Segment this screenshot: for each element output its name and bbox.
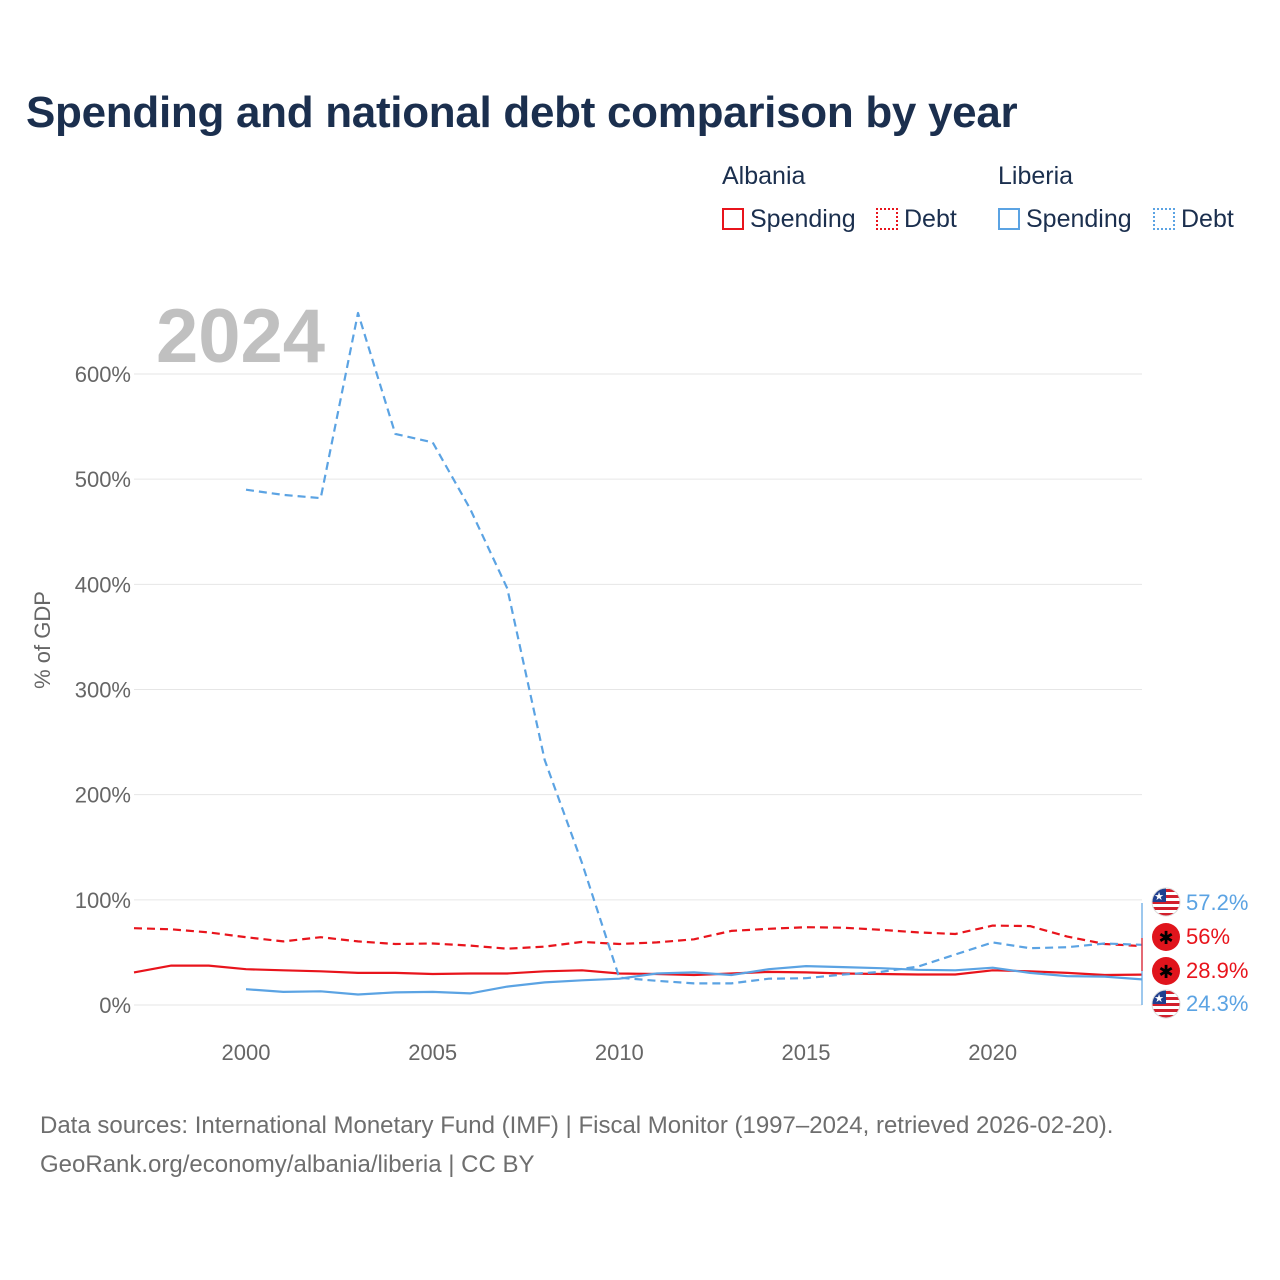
y-tick-label: 400% [75,572,131,597]
flag-liberia-icon: ★ [1151,887,1181,917]
svg-text:✱: ✱ [1158,962,1173,982]
legend-label: Spending [1026,204,1132,233]
end-label-liberia-debt: 57.2% [1186,890,1248,915]
footer-attribution: GeoRank.org/economy/albania/liberia | CC… [40,1151,535,1178]
y-axis-title: % of GDP [30,591,55,689]
end-label-albania-spending: 28.9% [1186,958,1248,983]
svg-text:★: ★ [1154,891,1164,903]
year-overlay: 2024 [156,294,325,379]
y-tick-label: 300% [75,678,131,703]
series-line-liberia-spending [245,964,1143,996]
y-tick-label: 200% [75,783,131,808]
series-line-albania-spending [133,964,1143,977]
legend-swatch-dotted-icon [1153,208,1175,230]
chart-title: Spending and national debt comparison by… [26,88,1018,137]
legend-swatch-dotted-icon [876,208,898,230]
legend-item-albania-debt[interactable]: Debt [876,204,957,234]
svg-text:✱: ✱ [1158,928,1173,948]
y-tick-label: 100% [75,888,131,913]
x-tick-label: 2020 [968,1040,1017,1065]
y-tick-label: 500% [75,467,131,492]
x-tick-label: 2000 [222,1040,271,1065]
legend-item-liberia-debt[interactable]: Debt [1153,204,1234,234]
legend-label: Debt [1181,204,1234,233]
x-tick-label: 2015 [782,1040,831,1065]
y-tick-label: 600% [75,362,131,387]
legend-group-albania: Albania [722,162,806,190]
legend-item-albania-spending[interactable]: Spending [722,204,856,234]
flag-albania-icon: ✱ [1152,923,1180,951]
y-tick-label: 0% [99,993,131,1018]
x-tick-label: 2010 [595,1040,644,1065]
legend-label: Spending [750,204,856,233]
legend-swatch-solid-icon [998,208,1020,230]
series-line-liberia-debt [245,311,1143,985]
series-line-albania-debt [133,924,1143,950]
legend-label: Debt [904,204,957,233]
flag-liberia-icon: ★ [1151,989,1181,1019]
footer-sources: Data sources: International Monetary Fun… [40,1112,1114,1139]
legend-group-liberia: Liberia [998,162,1074,190]
svg-text:★: ★ [1154,993,1164,1005]
legend-swatch-solid-icon [722,208,744,230]
legend-item-liberia-spending[interactable]: Spending [998,204,1132,234]
end-label-liberia-spending: 24.3% [1186,991,1248,1016]
x-tick-label: 2005 [408,1040,457,1065]
flag-albania-icon: ✱ [1152,957,1180,985]
end-label-albania-debt: 56% [1186,924,1230,949]
footer: Data sources: International Monetary Fun… [40,1106,1113,1184]
